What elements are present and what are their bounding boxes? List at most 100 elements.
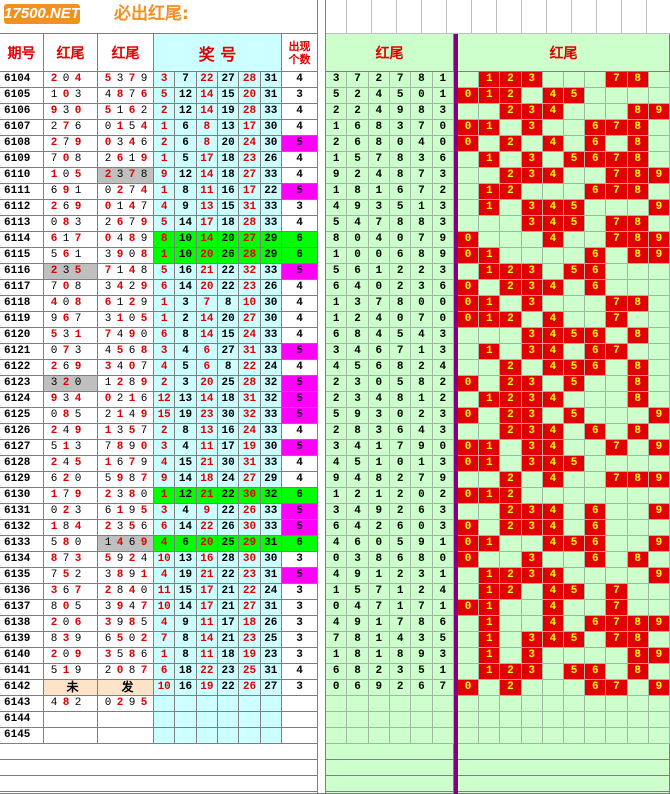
tail-digit: 1 (116, 121, 124, 133)
tail-digit: 7 (62, 553, 70, 565)
tail-digit: 3 (116, 73, 124, 85)
tail-digit: 4 (116, 281, 124, 293)
tail-digit: 3 (74, 217, 82, 229)
right-tail-digit: 1 (368, 568, 390, 584)
prize-header: 奖 号 (154, 34, 282, 72)
distribution-cell (648, 136, 670, 152)
issue-cell: 6105 (0, 88, 44, 104)
tail-digit: 2 (50, 457, 58, 469)
count-cell: 6 (282, 488, 318, 504)
issue-cell: 6145 (0, 728, 44, 744)
tail-digit: 8 (62, 217, 70, 229)
tail-digit: 2 (62, 505, 70, 517)
tail-digit: 9 (140, 281, 148, 293)
distribution-cell (585, 440, 607, 456)
right-tail-digit: 1 (432, 568, 454, 584)
right-tail-digit: 1 (326, 312, 348, 328)
tail-digit: 4 (104, 345, 112, 357)
site-logo[interactable]: 17500.NET (4, 4, 80, 24)
tail-digit: 2 (62, 377, 70, 389)
prize-number: 33 (260, 344, 282, 360)
tail-digit: 9 (128, 697, 136, 709)
right-tail-digit: 4 (368, 88, 390, 104)
right-tail-digit: 1 (326, 648, 348, 664)
distribution-cell (479, 232, 501, 248)
distribution-cell (606, 664, 628, 680)
distribution-cell: 1 (479, 536, 501, 552)
distribution-cell (564, 680, 586, 696)
distribution-cell (542, 264, 564, 280)
right-tail-digit: 4 (432, 584, 454, 600)
prize-number: 22 (217, 680, 240, 696)
right-tail-digit: 0 (432, 136, 454, 152)
prize-number: 23 (217, 664, 240, 680)
distribution-cell (542, 248, 564, 264)
right-tail-digit: 0 (326, 600, 348, 616)
prize-number: 8 (175, 184, 197, 200)
prize-number: 26 (260, 616, 282, 632)
right-tail-digit: 7 (368, 152, 390, 168)
distribution-cell (542, 488, 564, 504)
distribution-cell: 6 (585, 552, 607, 568)
distribution-cell (564, 728, 586, 744)
distribution-cell (627, 680, 649, 696)
tail-digit: 2 (50, 137, 58, 149)
right-tail-digit: 8 (411, 376, 433, 392)
tail-digit: 3 (74, 89, 82, 101)
tail-digit: 8 (116, 441, 124, 453)
prize-number: 6 (196, 344, 218, 360)
tail-digit: 1 (128, 153, 136, 165)
tail-digit: 6 (128, 537, 136, 549)
prize-number: 29 (260, 248, 282, 264)
distribution-cell (648, 632, 670, 648)
distribution-cell (500, 328, 522, 344)
distribution-cell (606, 104, 628, 120)
distribution-cell: 6 (585, 136, 607, 152)
tail-digit: 7 (128, 217, 136, 229)
distribution-cell (606, 408, 628, 424)
tail-digit: 2 (104, 169, 112, 181)
tail-digit: 1 (116, 297, 124, 309)
distribution-cell (458, 568, 480, 584)
tail-digit: 2 (74, 697, 82, 709)
right-tail-digit: 7 (411, 232, 433, 248)
right-tail-digit: 3 (411, 632, 433, 648)
tail-digit: 4 (50, 697, 58, 709)
tail-digit: 7 (140, 425, 148, 437)
prize-number: 3 (175, 376, 197, 392)
distribution-cell: 8 (627, 296, 649, 312)
distribution-cell (627, 504, 649, 520)
distribution-cell: 4 (542, 424, 564, 440)
right-tail-digit: 4 (411, 136, 433, 152)
issue-cell: 6126 (0, 424, 44, 440)
distribution-cell (564, 392, 586, 408)
right-tail-digit: 8 (347, 648, 369, 664)
right-tail-digit: 9 (368, 680, 390, 696)
distribution-cell: 9 (648, 168, 670, 184)
right-tail-digit: 6 (432, 616, 454, 632)
prize-number: 20 (196, 280, 218, 296)
tail-digit: 6 (62, 313, 70, 325)
distribution-cell: 9 (648, 472, 670, 488)
tail-digit: 2 (104, 409, 112, 421)
tail-digit: 1 (104, 377, 112, 389)
right-tail-digit: 4 (389, 632, 412, 648)
count-cell: 4 (282, 72, 318, 88)
prize-number: 30 (260, 296, 282, 312)
distribution-cell: 6 (585, 424, 607, 440)
distribution-cell (479, 328, 501, 344)
tail-digit: 0 (140, 489, 148, 501)
prize-number: 24 (239, 328, 261, 344)
right-tail-digit: 1 (432, 600, 454, 616)
distribution-cell: 3 (521, 664, 543, 680)
distribution-cell (521, 680, 543, 696)
distribution-cell (585, 104, 607, 120)
tail2-header: 红尾 (98, 34, 154, 72)
distribution-cell (648, 552, 670, 568)
distribution-cell: 1 (479, 264, 501, 280)
right-tail-digit: 6 (326, 520, 348, 536)
